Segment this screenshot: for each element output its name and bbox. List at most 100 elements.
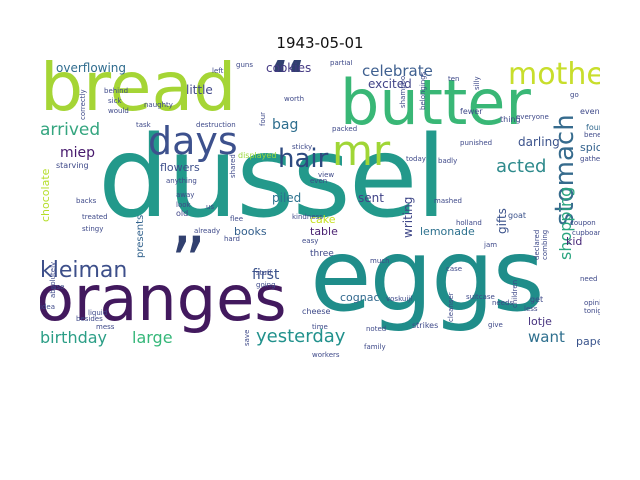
word-declared: declared <box>533 229 541 260</box>
word-anything: anything <box>166 177 197 185</box>
word-naughty: naughty <box>144 101 173 109</box>
word-give: give <box>488 321 503 329</box>
word-mother: mother <box>508 60 600 92</box>
word-quote-close: ” <box>170 222 207 304</box>
word-mr: mr <box>332 126 391 175</box>
word-idea: idea <box>40 303 55 311</box>
word-strikes: strikes <box>412 321 439 330</box>
word-cookies: cookies <box>266 61 312 75</box>
word-cognac: cognac <box>340 291 380 304</box>
word-noted: noted <box>366 325 387 333</box>
word-stuff: stuff <box>256 269 272 277</box>
word-partial: partial <box>330 60 353 67</box>
word-lemonade: lemonade <box>420 225 475 238</box>
word-jam: jam <box>484 241 498 249</box>
word-piled: piled <box>272 191 302 205</box>
word-cleanser: cleanser <box>447 292 455 322</box>
word-need: need <box>580 275 598 283</box>
word-opinion: opinion <box>584 299 600 307</box>
word-three: three <box>310 249 334 259</box>
word-left: left <box>212 67 224 75</box>
word-goat: goat <box>508 211 527 220</box>
word-shared: shared <box>229 154 237 178</box>
word-eggs: eggs <box>310 217 545 334</box>
word-table: table <box>310 225 338 238</box>
word-less: less <box>524 305 538 313</box>
word-cloud: dussel eggs bread butter oranges “ ” day… <box>40 60 600 360</box>
word-treated: treated <box>82 213 108 221</box>
word-large: large <box>132 328 173 347</box>
word-bread: bread <box>40 60 237 127</box>
word-sick: sick <box>108 97 122 105</box>
word-stingy: stingy <box>82 225 104 233</box>
word-go: go <box>570 91 579 99</box>
word-cupboard: cupboard <box>572 229 600 237</box>
word-little: little <box>186 83 213 97</box>
word-behind: behind <box>104 87 129 95</box>
word-cheese: cheese <box>302 307 331 316</box>
word-suitcase: suitcase <box>466 293 495 301</box>
word-found: found <box>586 123 600 132</box>
word-flee: flee <box>230 215 244 223</box>
word-already: already <box>194 227 221 235</box>
word-dussel: dussel <box>98 113 447 243</box>
word-lotje: lotje <box>528 315 552 328</box>
word-needs: needs <box>492 299 514 307</box>
word-yesterday: yesterday <box>256 326 346 347</box>
word-backs: backs <box>76 197 97 205</box>
word-spice: spice <box>580 141 600 154</box>
word-combing: combing <box>541 229 549 260</box>
word-overflowing: overflowing <box>56 61 127 75</box>
word-tonight: tonight <box>584 307 600 315</box>
word-silly: silly <box>473 76 481 90</box>
word-ten: ten <box>448 75 460 83</box>
word-badly: badly <box>438 157 458 165</box>
word-shampoo: shampoo <box>399 75 407 108</box>
word-holland: holland <box>456 219 482 227</box>
word-look: look <box>176 201 191 209</box>
word-coupon: coupon <box>570 219 596 227</box>
word-old: old <box>176 209 189 218</box>
word-mashed: mashed <box>434 197 462 205</box>
word-miep: miep <box>60 145 96 161</box>
word-quote-open: “ <box>268 60 311 132</box>
word-everyone: everyone <box>516 113 549 121</box>
word-view: view <box>318 171 335 179</box>
word-mess: mess <box>96 323 115 331</box>
word-task: task <box>136 121 151 129</box>
word-kleiman: kleiman <box>40 258 128 283</box>
word-absolutely: absolutely <box>49 261 57 298</box>
word-cake: cake <box>310 213 336 226</box>
word-presents: presents <box>135 214 146 258</box>
word-writing: writing <box>401 196 415 238</box>
word-guns: guns <box>236 61 253 69</box>
word-hard: hard <box>224 235 240 243</box>
word-much: much <box>370 257 390 265</box>
word-gifts: gifts <box>495 208 509 234</box>
word-destruction: destruction <box>196 121 236 129</box>
word-belongings: belongings <box>419 71 427 110</box>
word-easy: easy <box>302 237 319 245</box>
word-worth: worth <box>284 95 305 103</box>
word-birthday: birthday <box>40 328 108 347</box>
word-sticky: sticky <box>292 143 313 151</box>
word-flowers: flowers <box>160 161 200 174</box>
word-today: today <box>406 155 426 163</box>
word-hair: hair <box>278 144 329 174</box>
word-get: get <box>530 295 544 304</box>
word-case: case <box>446 265 463 273</box>
word-even: even <box>310 177 328 185</box>
word-benefit: benefit <box>584 131 600 139</box>
word-sent: sent <box>358 191 384 205</box>
word-would: would <box>108 107 129 115</box>
word-arrived: arrived <box>40 120 101 140</box>
word-books: books <box>234 225 267 238</box>
word-bag: bag <box>272 117 299 133</box>
word-starving: starving <box>56 161 89 170</box>
word-save: save <box>243 329 251 346</box>
word-first: first <box>252 267 280 283</box>
word-butter: butter <box>340 66 531 139</box>
word-gather: gather <box>580 155 600 163</box>
word-kindness: kindness <box>292 213 323 221</box>
word-use: use <box>52 283 65 291</box>
